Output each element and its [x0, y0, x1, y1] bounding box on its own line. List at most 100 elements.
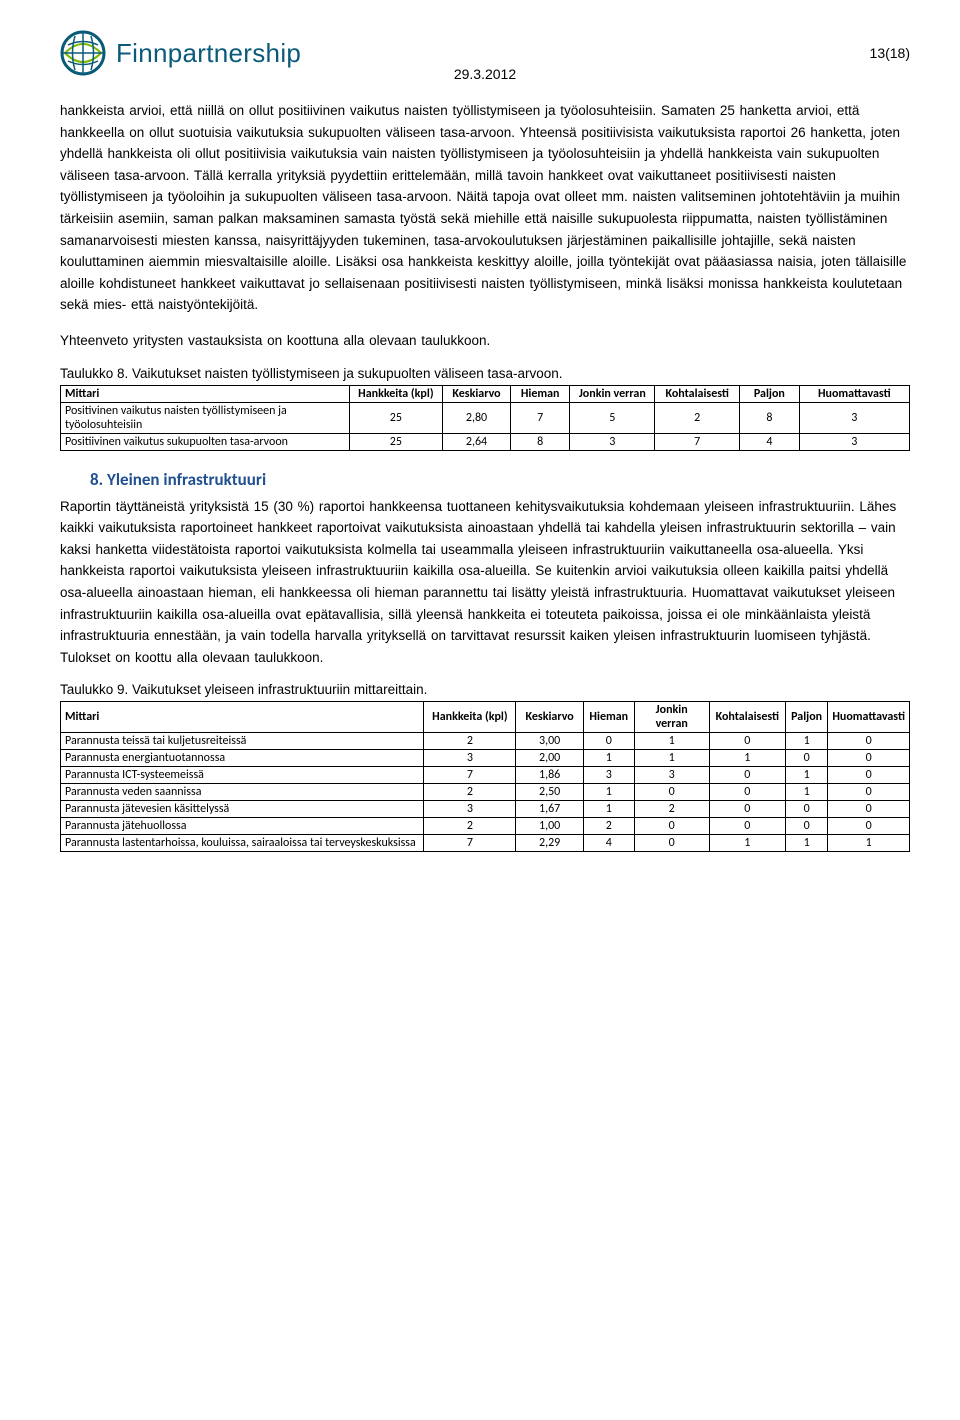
table-cell: Parannusta teissä tai kuljetusreiteissä — [61, 733, 424, 750]
table-cell: 0 — [828, 784, 910, 801]
table-cell: 8 — [740, 402, 799, 433]
table-header: Paljon — [740, 385, 799, 402]
table-cell: 0 — [583, 733, 634, 750]
table-cell: 1 — [583, 784, 634, 801]
table-cell: 2,00 — [516, 750, 583, 767]
table-cell: 3 — [799, 402, 909, 433]
table-header: Kohtalaisesti — [655, 385, 740, 402]
table-cell: 0 — [785, 750, 827, 767]
table-header: Keskiarvo — [516, 702, 583, 733]
table-cell: 1 — [709, 835, 785, 852]
table-row: Parannusta energiantuotannossa32,0011100 — [61, 750, 910, 767]
table-cell: 3 — [424, 750, 516, 767]
table-cell: 8 — [510, 433, 569, 450]
table-cell: 0 — [709, 801, 785, 818]
globe-icon — [60, 30, 106, 76]
table-header: Hankkeita (kpl) — [349, 385, 442, 402]
table-cell: 2 — [424, 818, 516, 835]
table-cell: 3 — [424, 801, 516, 818]
table-cell: Parannusta ICT-systeemeissä — [61, 767, 424, 784]
table-cell: 1 — [634, 733, 709, 750]
table-cell: 0 — [709, 733, 785, 750]
table-header: Huomattavasti — [799, 385, 909, 402]
table-cell: 0 — [634, 784, 709, 801]
table-cell: 2,29 — [516, 835, 583, 852]
table-cell: 3 — [634, 767, 709, 784]
table-cell: 2,64 — [443, 433, 511, 450]
paragraph-4: Raportin täyttäneistä yrityksistä 15 (30… — [60, 496, 910, 669]
table-cell: 0 — [828, 801, 910, 818]
table-cell: 1 — [785, 767, 827, 784]
table-header: Jonkin verran — [634, 702, 709, 733]
table-cell: 25 — [349, 433, 442, 450]
table-cell: 2 — [424, 784, 516, 801]
table-cell: 0 — [828, 733, 910, 750]
table-cell: Parannusta jätehuollossa — [61, 818, 424, 835]
table-cell: 1 — [785, 784, 827, 801]
table-cell: 0 — [828, 750, 910, 767]
table-cell: 4 — [583, 835, 634, 852]
table-cell: 1 — [785, 835, 827, 852]
table-cell: 2 — [424, 733, 516, 750]
table-row: Parannusta lastentarhoissa, kouluissa, s… — [61, 835, 910, 852]
table-cell: Positivinen vaikutus naisten työllistymi… — [61, 402, 350, 433]
table-cell: 1 — [634, 750, 709, 767]
table-cell: 25 — [349, 402, 442, 433]
page: Finnpartnership 13(18) 29.3.2012 hankkei… — [0, 0, 960, 902]
table-cell: 0 — [709, 818, 785, 835]
table-cell: 2 — [634, 801, 709, 818]
table-header: Kohtalaisesti — [709, 702, 785, 733]
table-cell: Parannusta veden saannissa — [61, 784, 424, 801]
table-cell: 0 — [709, 784, 785, 801]
table-cell: 1,67 — [516, 801, 583, 818]
table8-caption: Taulukko 8. Vaikutukset naisten työllist… — [60, 366, 910, 381]
table-row: Positivinen vaikutus naisten työllistymi… — [61, 402, 910, 433]
table-cell: 0 — [785, 801, 827, 818]
table-cell: 3 — [570, 433, 655, 450]
table-header: Mittari — [61, 702, 424, 733]
table-cell: Parannusta lastentarhoissa, kouluissa, s… — [61, 835, 424, 852]
table-cell: 1,86 — [516, 767, 583, 784]
table-9: MittariHankkeita (kpl)KeskiarvoHiemanJon… — [60, 701, 910, 852]
table-cell: 0 — [828, 767, 910, 784]
table-cell: 3 — [583, 767, 634, 784]
logo-text: Finnpartnership — [116, 38, 301, 69]
table-row: Parannusta jätehuollossa21,0020000 — [61, 818, 910, 835]
table-header: Jonkin verran — [570, 385, 655, 402]
table-cell: 7 — [655, 433, 740, 450]
table-cell: 1 — [828, 835, 910, 852]
table-header: Hieman — [510, 385, 569, 402]
table-cell: 1 — [583, 801, 634, 818]
table-header: Hieman — [583, 702, 634, 733]
table-cell: 2 — [655, 402, 740, 433]
table-cell: 0 — [709, 767, 785, 784]
table-cell: 1 — [583, 750, 634, 767]
table-cell: Parannusta jätevesien käsittelyssä — [61, 801, 424, 818]
table-row: Parannusta jätevesien käsittelyssä31,671… — [61, 801, 910, 818]
paragraph-2: Yhteenveto yritysten vastauksista on koo… — [60, 330, 910, 352]
section-8-heading: 8. Yleinen infrastruktuuri — [90, 469, 910, 490]
table-cell: 5 — [570, 402, 655, 433]
table-header: Huomattavasti — [828, 702, 910, 733]
table-cell: 0 — [634, 835, 709, 852]
logo-block: Finnpartnership — [60, 30, 301, 76]
table-row: Positiivinen vaikutus sukupuolten tasa-a… — [61, 433, 910, 450]
table-cell: 2,50 — [516, 784, 583, 801]
table-cell: 7 — [424, 767, 516, 784]
table-row: Parannusta teissä tai kuljetusreiteissä2… — [61, 733, 910, 750]
table-header: Hankkeita (kpl) — [424, 702, 516, 733]
table-cell: Parannusta energiantuotannossa — [61, 750, 424, 767]
table-cell: 2,80 — [443, 402, 511, 433]
table-cell: 4 — [740, 433, 799, 450]
paragraph-1: hankkeista arvioi, että niillä on ollut … — [60, 100, 910, 316]
table9-caption: Taulukko 9. Vaikutukset yleiseen infrast… — [60, 682, 910, 697]
table-cell: 1 — [709, 750, 785, 767]
table-cell: 7 — [510, 402, 569, 433]
table-cell: 2 — [583, 818, 634, 835]
table-cell: Positiivinen vaikutus sukupuolten tasa-a… — [61, 433, 350, 450]
table-header: Keskiarvo — [443, 385, 511, 402]
table-cell: 0 — [828, 818, 910, 835]
table-header: Paljon — [785, 702, 827, 733]
table-row: Parannusta veden saannissa22,5010010 — [61, 784, 910, 801]
table-cell: 3 — [799, 433, 909, 450]
